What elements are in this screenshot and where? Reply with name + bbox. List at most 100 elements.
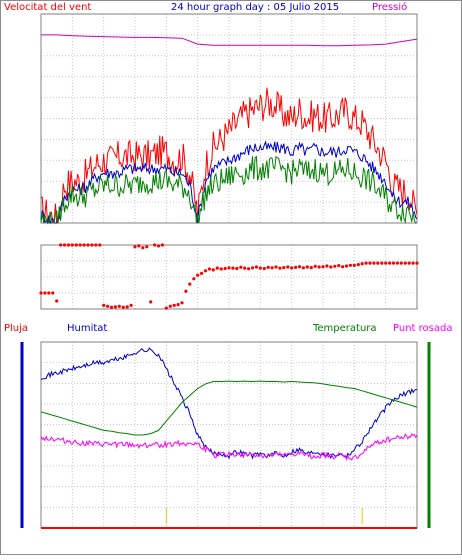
direction-point [266,265,270,269]
direction-point [321,265,325,269]
direction-point [344,264,349,268]
dewpoint-title: Punt rosada [393,323,452,334]
direction-point [137,244,141,248]
humidity-title: Humitat [67,323,107,334]
direction-point [364,261,368,265]
direction-point [278,266,282,270]
direction-point [102,303,106,307]
direction-point [219,267,223,271]
direction-point [313,264,317,268]
direction-point [309,266,313,270]
direction-point [290,266,294,270]
direction-point [70,243,74,247]
direction-point [82,243,86,247]
direction-point [94,243,98,247]
rain-title: Pluja [4,323,28,334]
direction-point [297,265,302,269]
direction-point [117,304,121,308]
direction-point [348,263,352,267]
direction-point [247,267,251,271]
page-title: 24 hour graph day : 05 Julio 2015 [171,2,339,13]
dewpoint-series [40,432,418,461]
direction-point [262,266,266,271]
direction-point [235,266,239,271]
direction-point [317,265,321,269]
direction-point [164,306,168,310]
direction-point [160,243,164,247]
direction-point [384,261,388,265]
wind-pressure-panel [40,13,418,225]
direction-point [395,261,399,265]
direction-point [254,265,258,269]
direction-point [305,265,309,269]
direction-point [403,261,407,265]
direction-point [376,261,380,265]
direction-point [192,277,196,281]
direction-point [156,244,161,248]
direction-point [55,299,59,303]
direction-point [125,305,129,309]
direction-point [407,261,411,265]
direction-point [270,266,274,270]
direction-point [43,291,47,295]
wind-direction-panel [39,243,419,310]
direction-point [145,245,149,249]
direction-point [411,261,415,265]
temperature-title: Temperatura [312,323,377,334]
direction-point [368,261,372,265]
direction-point [133,245,137,249]
temperature-series [40,380,418,436]
wind-title: Velocitat del vent [4,2,91,13]
direction-point [274,265,278,269]
direction-point [129,303,133,307]
direction-point [360,262,364,266]
wind-speed-series [40,155,417,224]
wind-average-series [40,140,418,225]
direction-point [231,266,235,270]
direction-point [184,289,188,293]
direction-point [223,266,227,271]
direction-point [62,243,67,247]
direction-point [39,291,43,295]
direction-point [337,264,341,268]
direction-point [211,268,215,272]
humidity-series [40,347,418,460]
direction-point [180,301,184,305]
direction-point [176,303,180,307]
direction-point [341,265,345,269]
direction-point [329,265,333,269]
direction-point [168,304,172,308]
direction-point [203,269,208,273]
direction-point [391,261,396,265]
direction-point [282,266,286,270]
direction-point [98,243,102,247]
direction-point [47,291,51,295]
direction-point [141,246,145,250]
direction-point [59,243,63,247]
direction-point [380,261,384,265]
pressure-series [41,34,418,47]
direction-point [399,261,403,265]
direction-point [258,266,262,270]
direction-point [415,261,419,265]
direction-point [78,243,82,247]
direction-point [66,243,70,247]
direction-point [325,264,329,268]
direction-point [113,305,117,309]
direction-point [352,263,356,267]
direction-point [74,243,78,247]
direction-plot-border [40,244,418,310]
direction-point [109,305,114,309]
direction-point [207,267,211,271]
direction-point [200,271,204,275]
direction-point [121,305,125,309]
direction-point [250,266,255,270]
direction-point [388,261,392,265]
wind-gust-series [40,87,418,224]
direction-point [188,282,192,286]
direction-point [153,243,157,247]
direction-point [301,266,305,270]
direction-point [149,300,153,304]
